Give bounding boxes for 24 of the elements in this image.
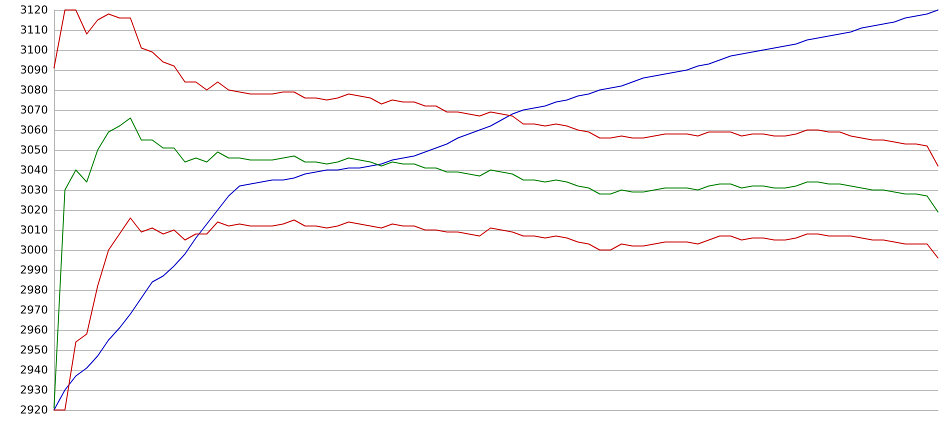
y-tick-label: 3020 <box>20 204 48 216</box>
y-tick-label: 3100 <box>20 44 48 56</box>
y-tick-label: 3080 <box>20 84 48 96</box>
y-tick-label: 2930 <box>20 384 48 396</box>
y-tick-label: 2950 <box>20 344 48 356</box>
y-tick-label: 2920 <box>20 404 48 416</box>
y-tick-label: 3110 <box>20 24 48 36</box>
line-series <box>54 10 938 166</box>
y-tick-label: 2980 <box>20 284 48 296</box>
y-tick-label: 3090 <box>20 64 48 76</box>
y-tick-label: 3060 <box>20 124 48 136</box>
y-tick-label: 3000 <box>20 244 48 256</box>
y-tick-label: 3040 <box>20 164 48 176</box>
line-series <box>54 118 938 408</box>
y-tick-label: 3070 <box>20 104 48 116</box>
y-tick-label: 2940 <box>20 364 48 376</box>
y-tick-label: 3030 <box>20 184 48 196</box>
y-tick-label: 2960 <box>20 324 48 336</box>
y-tick-label: 2970 <box>20 304 48 316</box>
y-tick-label: 3010 <box>20 224 48 236</box>
y-tick-label: 2990 <box>20 264 48 276</box>
y-tick-label: 3120 <box>20 4 48 16</box>
line-series <box>54 10 938 410</box>
y-tick-label: 3050 <box>20 144 48 156</box>
